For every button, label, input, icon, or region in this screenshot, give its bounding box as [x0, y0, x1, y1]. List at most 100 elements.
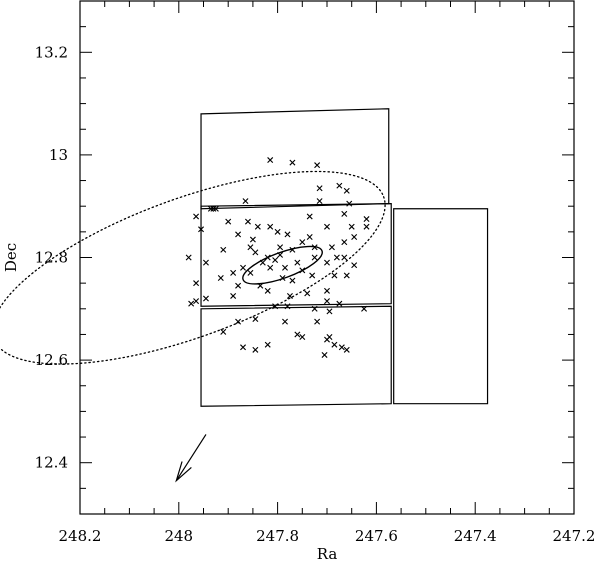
data-point — [202, 295, 209, 302]
data-point — [247, 269, 254, 276]
data-point — [336, 182, 343, 189]
data-point — [324, 259, 330, 266]
plot-frame — [79, 0, 575, 515]
x-tick-label: 247.4 — [454, 527, 497, 545]
y-axis-label: Dec — [2, 243, 20, 272]
data-point — [351, 262, 358, 269]
direction-arrow — [175, 434, 207, 483]
data-point — [267, 223, 274, 230]
data-point — [220, 246, 227, 253]
data-point — [272, 257, 279, 264]
data-point — [314, 162, 321, 169]
data-point — [264, 254, 271, 261]
data-point — [264, 287, 271, 294]
field-box — [200, 203, 392, 307]
data-point — [346, 200, 353, 207]
data-point — [279, 275, 286, 282]
data-point — [210, 205, 217, 212]
x-tick-label: 247.6 — [355, 527, 398, 545]
data-point — [235, 231, 242, 238]
data-point — [299, 334, 306, 341]
data-point — [277, 244, 284, 251]
data-point — [193, 213, 200, 220]
data-point — [247, 244, 254, 251]
data-point — [289, 246, 296, 253]
data-point — [299, 239, 306, 246]
data-point — [316, 198, 323, 205]
data-point — [311, 244, 318, 251]
data-point — [294, 259, 301, 266]
data-point — [267, 264, 274, 271]
data-point — [286, 292, 293, 299]
x-tick-label: 247.2 — [553, 527, 596, 545]
data-point — [361, 305, 368, 312]
data-point — [321, 351, 328, 358]
data-point — [328, 244, 335, 251]
data-point — [284, 231, 291, 238]
data-point — [343, 272, 350, 279]
data-point — [306, 213, 313, 220]
data-point — [341, 210, 348, 217]
data-point — [336, 300, 343, 307]
data-point — [277, 251, 284, 258]
data-point — [289, 159, 296, 166]
data-point — [343, 187, 350, 194]
data-point — [314, 318, 321, 325]
data-point — [240, 264, 247, 271]
data-point — [230, 292, 237, 299]
data-point — [185, 254, 192, 261]
x-tick-label: 248.2 — [59, 527, 102, 545]
data-point — [333, 254, 340, 261]
x-axis-label: Ra — [317, 545, 338, 563]
data-point — [244, 218, 251, 225]
data-point — [202, 259, 209, 266]
data-point — [363, 223, 370, 230]
data-point — [252, 316, 259, 323]
data-point — [306, 233, 313, 240]
data-point — [324, 287, 330, 294]
data-point — [220, 328, 227, 335]
data-point — [309, 272, 316, 279]
data-point — [240, 344, 247, 351]
x-tick-label: 248 — [164, 527, 193, 545]
arrow-head — [175, 461, 192, 483]
data-point — [230, 269, 237, 276]
axis-ticks — [79, 0, 575, 515]
data-point — [299, 267, 306, 274]
data-point — [274, 228, 281, 235]
data-point — [294, 331, 301, 338]
field-box — [200, 305, 392, 407]
data-point — [225, 218, 232, 225]
data-point — [207, 205, 214, 212]
data-point — [217, 275, 224, 282]
data-point — [284, 303, 291, 310]
data-point — [341, 239, 348, 246]
data-point — [363, 216, 370, 223]
data-point — [348, 223, 355, 230]
y-tick-label: 12.6 — [35, 351, 68, 369]
data-point — [341, 254, 348, 261]
data-point — [304, 290, 311, 297]
data-point — [316, 185, 323, 192]
y-tick-label: 13.2 — [35, 43, 68, 61]
data-point — [254, 223, 261, 230]
data-points — [185, 157, 370, 358]
field-box — [393, 208, 489, 405]
data-point — [272, 303, 279, 310]
data-point — [257, 282, 264, 289]
data-point — [311, 305, 318, 312]
x-tick-label: 247.8 — [256, 527, 299, 545]
data-point — [338, 344, 345, 351]
data-point — [259, 259, 266, 266]
arrow-shaft — [175, 434, 207, 481]
data-point — [289, 277, 296, 284]
data-point — [198, 226, 205, 233]
data-point — [324, 336, 330, 343]
data-point — [311, 254, 318, 261]
data-point — [331, 341, 338, 348]
data-point — [264, 341, 271, 348]
data-point — [343, 346, 350, 353]
data-point — [212, 205, 219, 212]
